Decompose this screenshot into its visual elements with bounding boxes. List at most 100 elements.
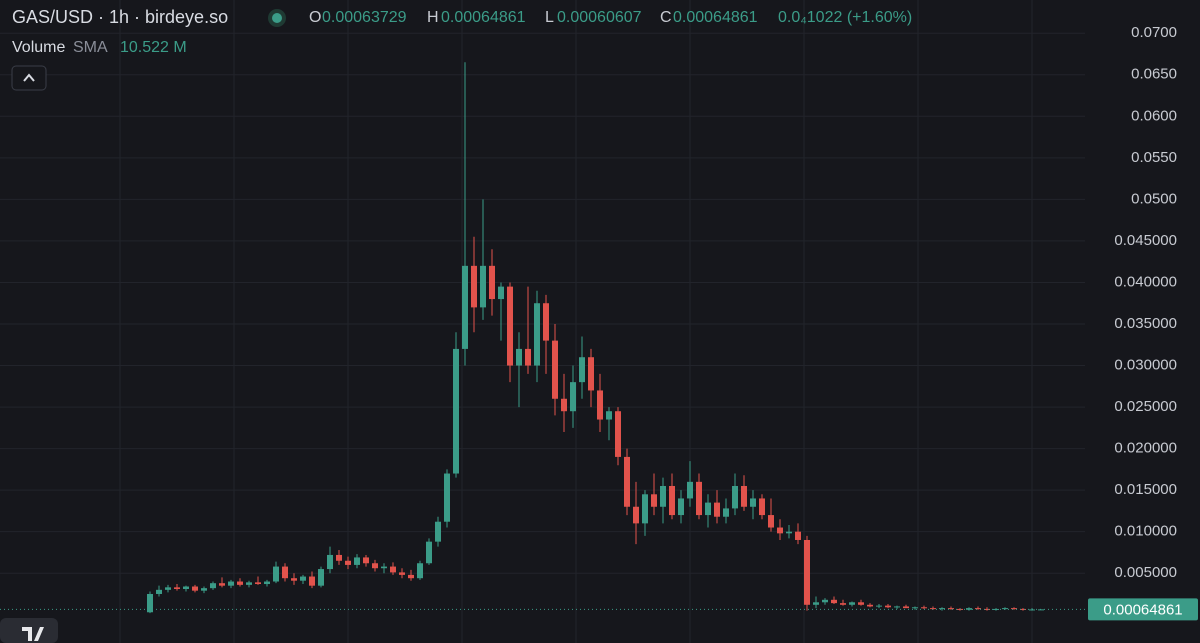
candle-body <box>759 498 765 516</box>
candle-body <box>804 539 810 605</box>
last-price-badge <box>1088 598 1198 621</box>
candle-body <box>786 531 792 534</box>
candle-body <box>300 576 306 581</box>
candle-body <box>435 521 441 542</box>
y-tick-label: 0.045000 <box>1114 232 1177 249</box>
candle-body <box>264 581 270 585</box>
candle-body <box>453 348 459 474</box>
candle-body <box>219 583 225 586</box>
y-tick-label: 0.0600 <box>1131 107 1177 124</box>
y-tick-label: 0.0550 <box>1131 149 1177 166</box>
y-tick-label: 0.040000 <box>1114 273 1177 290</box>
collapse-icon <box>23 73 35 82</box>
candle-body <box>525 348 531 366</box>
candle-body <box>246 582 252 585</box>
volume-indicator: SMA <box>73 39 108 56</box>
candle-body <box>741 485 747 507</box>
last-price-label: 0.00064861 <box>1103 601 1182 618</box>
candle-body <box>381 566 387 569</box>
candle-body <box>795 531 801 540</box>
candle-body <box>849 602 855 605</box>
candle-body <box>930 608 936 610</box>
candle-body <box>255 582 261 585</box>
readout-key: C <box>660 9 672 26</box>
readout-value: 0.00060607 <box>557 9 642 26</box>
y-tick-label: 0.0500 <box>1131 190 1177 207</box>
candle-body <box>597 390 603 420</box>
candle-body <box>903 606 909 609</box>
candle-body <box>570 382 576 412</box>
candle-body <box>768 515 774 528</box>
candle-body <box>876 605 882 607</box>
readout-key: L <box>545 9 554 26</box>
candle-body <box>345 560 351 565</box>
candle-body <box>327 554 333 570</box>
y-tick-label: 0.020000 <box>1114 440 1177 457</box>
time-grid <box>119 0 1033 643</box>
y-tick-label: 0.015000 <box>1114 481 1177 498</box>
candle-body <box>390 566 396 573</box>
y-tick-label: 0.035000 <box>1114 315 1177 332</box>
y-tick-label: 0.0700 <box>1131 24 1177 41</box>
candle-body <box>885 605 891 608</box>
candle-body <box>228 581 234 586</box>
candle-body <box>1029 609 1035 611</box>
volume-value: 10.522 M <box>120 39 187 56</box>
candle-body <box>615 411 621 457</box>
readout-value: 0.00064861 <box>441 9 526 26</box>
candle-body <box>480 265 486 308</box>
plot <box>0 32 1085 614</box>
readout-value: 0.00063729 <box>322 9 407 26</box>
candle-body <box>723 508 729 517</box>
candle-body <box>363 557 369 564</box>
candle-body <box>516 348 522 366</box>
candle-body <box>417 563 423 579</box>
status-dot <box>272 13 282 23</box>
candle-body <box>291 578 297 581</box>
candle-body <box>309 576 315 586</box>
candle-body <box>372 563 378 569</box>
candle-body <box>471 265 477 308</box>
candle-body <box>237 581 243 585</box>
candle-body <box>147 593 153 613</box>
candle-body <box>354 557 360 565</box>
candle-body <box>894 606 900 608</box>
candle-body <box>192 586 198 591</box>
candle-body <box>561 398 567 412</box>
candle-body <box>939 608 945 610</box>
candle-body <box>588 357 594 391</box>
candle-body <box>1011 608 1017 610</box>
candle-body <box>858 602 864 605</box>
candle-body <box>813 602 819 605</box>
candle-body <box>831 599 837 604</box>
candle-body <box>507 286 513 366</box>
candle-body <box>426 541 432 564</box>
candle-body <box>1020 608 1026 610</box>
candle-body <box>750 498 756 507</box>
y-tick-label: 0.010000 <box>1114 523 1177 540</box>
candle-body <box>408 574 414 579</box>
change-label: 0.0₄1022 (+1.60%) <box>778 9 912 26</box>
candle-body <box>336 554 342 561</box>
candle-body <box>183 586 189 590</box>
candle-body <box>642 494 648 524</box>
candle-body <box>660 485 666 507</box>
chart-title: GAS/USD · 1h · birdeye.so <box>12 7 228 27</box>
candle-body <box>462 265 468 349</box>
candle-body <box>948 608 954 610</box>
candle-body <box>633 506 639 524</box>
collapse-button[interactable] <box>11 65 47 91</box>
readout-value: 0.00064861 <box>673 9 758 26</box>
candle-body <box>399 572 405 575</box>
candle-body <box>651 494 657 507</box>
candle-body <box>777 527 783 534</box>
y-tick-label: 0.025000 <box>1114 398 1177 415</box>
candle-body <box>624 456 630 507</box>
candle-body <box>732 485 738 509</box>
candle-body <box>921 607 927 609</box>
readout-key: H <box>427 9 439 26</box>
candle-body <box>210 583 216 589</box>
candle-body <box>669 485 675 516</box>
candle-body <box>822 599 828 603</box>
